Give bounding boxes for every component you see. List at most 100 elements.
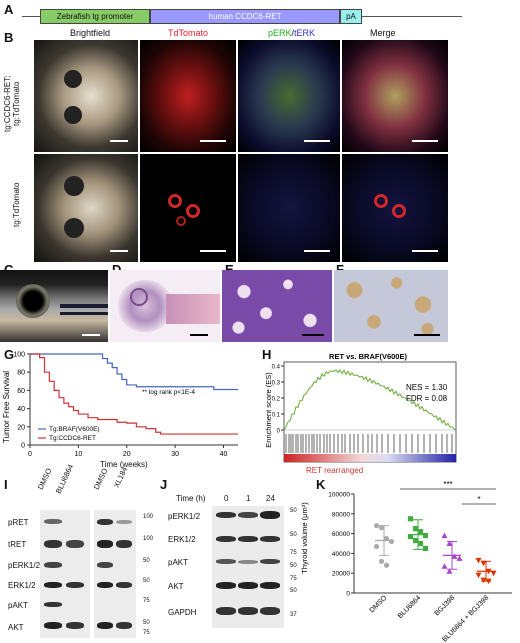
panel-label-e: E: [225, 262, 234, 277]
gsea-ytick-label: 0.3: [272, 381, 281, 387]
k-point: [422, 532, 429, 539]
blot-i-mw-3: 50: [143, 558, 150, 564]
survival-series-1: [30, 353, 238, 435]
k-point: [441, 532, 448, 539]
panel-label-g: G: [4, 347, 15, 362]
time-0: 0: [224, 494, 229, 503]
blot-i-mw-6: 50: [143, 620, 150, 626]
blot-j-mw-7: 37: [290, 612, 297, 618]
k-point: [480, 560, 487, 567]
k-point: [417, 540, 424, 547]
gsea-ylabel: Enrichment score (ES): [264, 372, 273, 448]
k-point: [383, 562, 390, 568]
gsea-es-curve: [283, 368, 457, 431]
merge-control-image: [342, 154, 448, 262]
k-point: [422, 545, 429, 552]
survival-ylabel: Tumor Free Survival: [2, 371, 11, 443]
ihc-thyroid-image: [334, 270, 448, 342]
time-label: Time (h): [176, 494, 206, 503]
survival-xtick-label: 10: [74, 451, 82, 456]
k-point: [441, 563, 448, 569]
survival-series-0: [30, 353, 238, 391]
blot-j-row-akt: AKT: [168, 582, 184, 591]
k-point: [446, 540, 453, 546]
k-ytick-label: 20000: [332, 571, 350, 578]
survival-xtick-label: 30: [171, 451, 179, 456]
survival-ytick-label: 80: [17, 370, 25, 377]
blot-i-right: [94, 510, 136, 638]
lane-label-dmso-1: DMSO: [35, 466, 54, 491]
col-header-merge: Merge: [370, 28, 396, 38]
row-label-tdtomato: tg:TdTomato: [12, 182, 21, 228]
gsea-hit-barcode: [285, 434, 453, 453]
blot-i-row-pret: pRET: [8, 518, 29, 527]
k-point: [475, 572, 482, 579]
tdtomato-control-image: [140, 154, 236, 262]
panel-label-b: B: [4, 30, 14, 45]
gsea-ytick-label: 0: [277, 429, 281, 435]
k-xtick-label: DMSO: [369, 594, 389, 614]
gsea-ytick-label: 0.2: [272, 397, 281, 403]
k-point: [417, 529, 424, 535]
gsea-title: RET vs. BRAF(V600E): [329, 352, 407, 361]
time-1: 1: [246, 494, 251, 503]
k-ylabel: Thyroid volume (μm³): [300, 502, 309, 574]
perk-terk-ret-image: [238, 40, 340, 152]
survival-chart: Tumor Free Survival 100 80 60 40 20 0 0 10 20 30…: [2, 352, 238, 456]
k-ytick-label: 100000: [328, 492, 350, 499]
blot-j-mw-3: 75: [290, 550, 297, 556]
k-point: [373, 523, 380, 529]
blot-i-mw-5: 75: [143, 598, 150, 604]
perk-terk-control-image: [238, 154, 340, 262]
k-ytick-label: 60000: [332, 531, 350, 538]
blot-j-row-erk: ERK1/2: [168, 535, 196, 544]
k-point: [383, 535, 390, 542]
gsea-ytick-label: 0.4: [272, 365, 281, 371]
blot-j-mw-1: 50: [290, 508, 297, 514]
row-label-ccdc6-ret: tg:CCDC6-RET; tg:TdTomato: [3, 75, 21, 133]
gsea-nes: NES = 1.30: [406, 383, 448, 392]
survival-xtick-label: 20: [123, 451, 131, 456]
k-sig-label-2: *: [477, 495, 480, 504]
panel-label-a: A: [4, 2, 14, 17]
col-header-perk-terk: pERK/tERK: [268, 28, 316, 38]
k-ytick-label: 0: [346, 591, 350, 598]
blot-j-mw-5: 75: [290, 576, 297, 582]
panel-label-f: F: [336, 262, 344, 277]
brightfield-ret-image: [34, 40, 138, 152]
k-point: [446, 568, 453, 574]
k-xtick-label: BLU6864: [397, 594, 423, 620]
k-point: [480, 577, 487, 584]
k-ytick-label: 40000: [332, 551, 350, 558]
blot-j-mw-2: 50: [290, 532, 297, 538]
blot-j-row-pakt: pAKT: [168, 558, 189, 567]
k-point: [412, 526, 419, 532]
blot-i-mw-1: 100: [143, 514, 154, 520]
blot-i-row-perk: pERK1/2: [8, 561, 41, 570]
lane-label-dmso-2: DMSO: [91, 466, 110, 491]
blot-i-row-tret: tRET: [8, 540, 27, 549]
k-point: [412, 537, 419, 544]
gsea-bottom-label: RET rearranged: [306, 466, 364, 475]
blot-i-row-pakt: pAKT: [8, 601, 29, 610]
blot-j-mw-4: 50: [290, 563, 297, 569]
blot-i-row-akt: AKT: [8, 623, 24, 632]
gsea-ytick-label: 0.1: [272, 413, 281, 419]
tdtomato-ret-image: [140, 40, 236, 152]
k-sig-label-1: ***: [443, 480, 452, 489]
legend-label-ret: Tg:CCDC6-RET: [49, 435, 96, 442]
k-point: [388, 538, 395, 545]
adult-zebrafish-photo: [0, 270, 108, 342]
survival-ytick-label: 60: [17, 388, 25, 395]
k-ytick-label: 80000: [332, 511, 350, 518]
survival-ytick-label: 20: [17, 424, 25, 431]
panel-label-j: J: [160, 477, 168, 492]
gene-box: human CCDC6-RET: [150, 9, 340, 24]
blot-i-mw-2: 100: [143, 536, 154, 542]
k-point: [490, 570, 497, 577]
gsea-fdr: FDR = 0.08: [406, 394, 448, 403]
k-point: [451, 553, 458, 559]
col-header-tdtomato: TdTomato: [168, 28, 209, 38]
lane-label-blu6864: BLU6864: [53, 462, 76, 495]
col-header-brightfield: Brightfield: [70, 28, 111, 38]
